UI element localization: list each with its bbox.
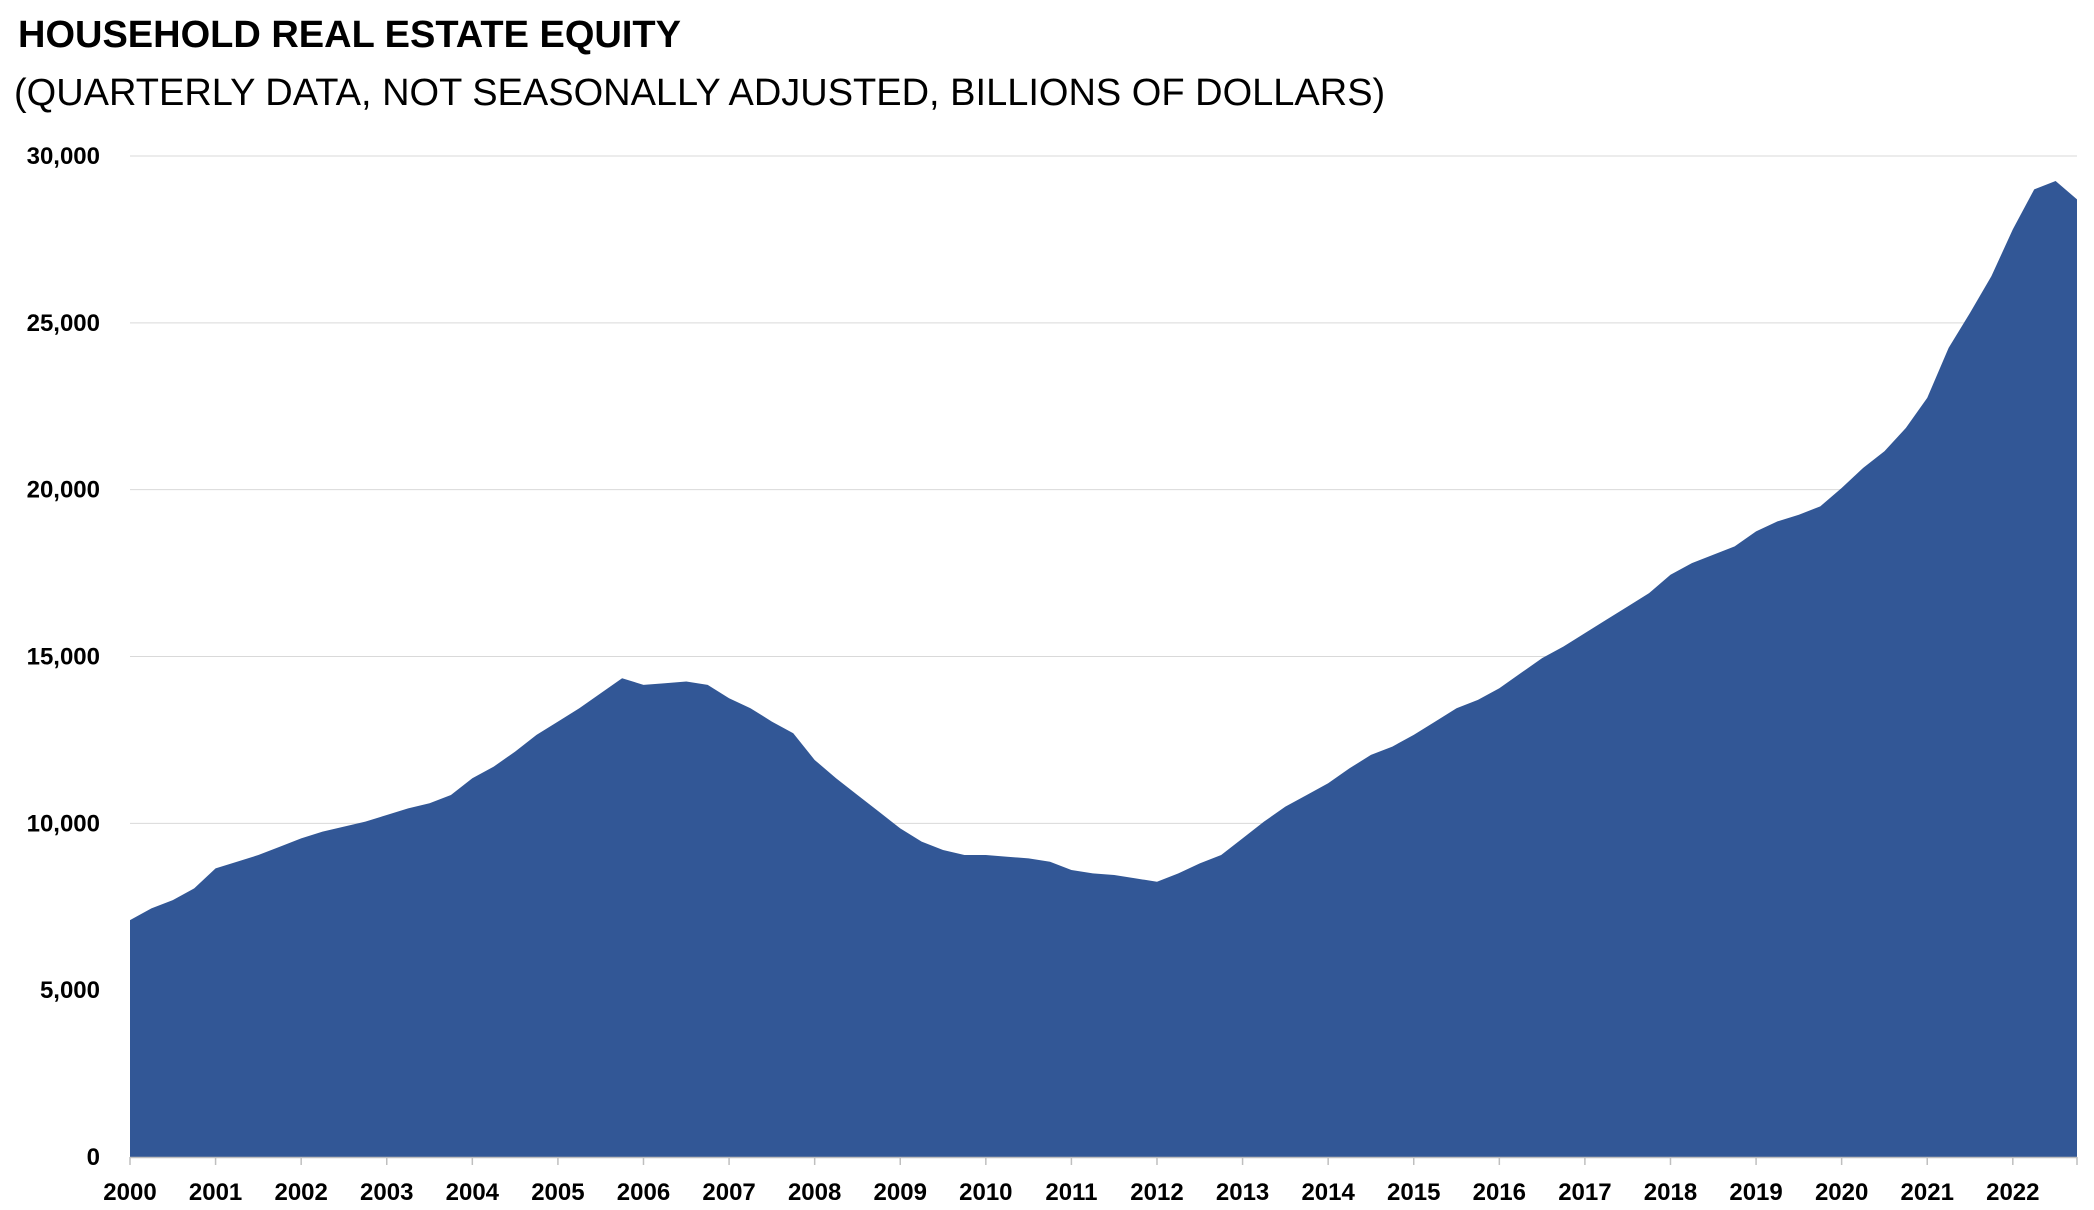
x-tick-label: 2000: [103, 1179, 156, 1206]
area-fill: [130, 181, 2077, 1157]
y-tick-label: 15,000: [27, 644, 100, 671]
x-tick-label: 2014: [1301, 1179, 1355, 1206]
x-tick-label: 2012: [1130, 1179, 1183, 1206]
chart-title: HOUSEHOLD REAL ESTATE EQUITY: [18, 14, 681, 56]
x-tick-label: 2006: [617, 1179, 670, 1206]
x-tick-label: 2022: [1986, 1179, 2039, 1206]
x-tick-label: 2002: [274, 1179, 327, 1206]
y-tick-label: 5,000: [40, 977, 100, 1004]
x-tick-label: 2008: [788, 1179, 841, 1206]
area-series: [130, 181, 2077, 1157]
x-tick-label: 2004: [446, 1179, 500, 1206]
y-tick-label: 30,000: [27, 143, 100, 170]
x-tick-label: 2011: [1045, 1179, 1097, 1206]
x-tick-label: 2007: [702, 1179, 755, 1206]
x-tick-label: 2016: [1473, 1179, 1526, 1206]
x-tick-label: 2009: [874, 1179, 927, 1206]
x-tick-label: 2017: [1558, 1179, 1611, 1206]
x-tick-label: 2015: [1387, 1179, 1440, 1206]
y-axis: 0 5,000 10,000 15,000 20,000 25,000 30,000: [27, 143, 100, 1171]
x-tick-label: 2001: [189, 1179, 242, 1206]
x-tick-label: 2018: [1644, 1179, 1697, 1206]
x-tick-label: 2005: [531, 1179, 584, 1206]
y-tick-label: 25,000: [27, 310, 100, 337]
chart-subtitle: (QUARTERLY DATA, NOT SEASONALLY ADJUSTED…: [14, 72, 1386, 114]
x-tick-label: 2003: [360, 1179, 413, 1206]
x-tick-label: 2010: [959, 1179, 1012, 1206]
x-tick-label: 2021: [1901, 1179, 1954, 1206]
y-tick-label: 20,000: [27, 477, 100, 504]
x-tick-label: 2013: [1216, 1179, 1269, 1206]
y-tick-label: 10,000: [27, 810, 100, 837]
x-tick-label: 2019: [1729, 1179, 1782, 1206]
x-axis: 2000 2001 2002 2003 2004 2005 2006 2007 2008 2009…: [103, 1156, 2078, 1206]
x-tick-label: 2020: [1815, 1179, 1868, 1206]
y-tick-label: 0: [87, 1144, 100, 1171]
